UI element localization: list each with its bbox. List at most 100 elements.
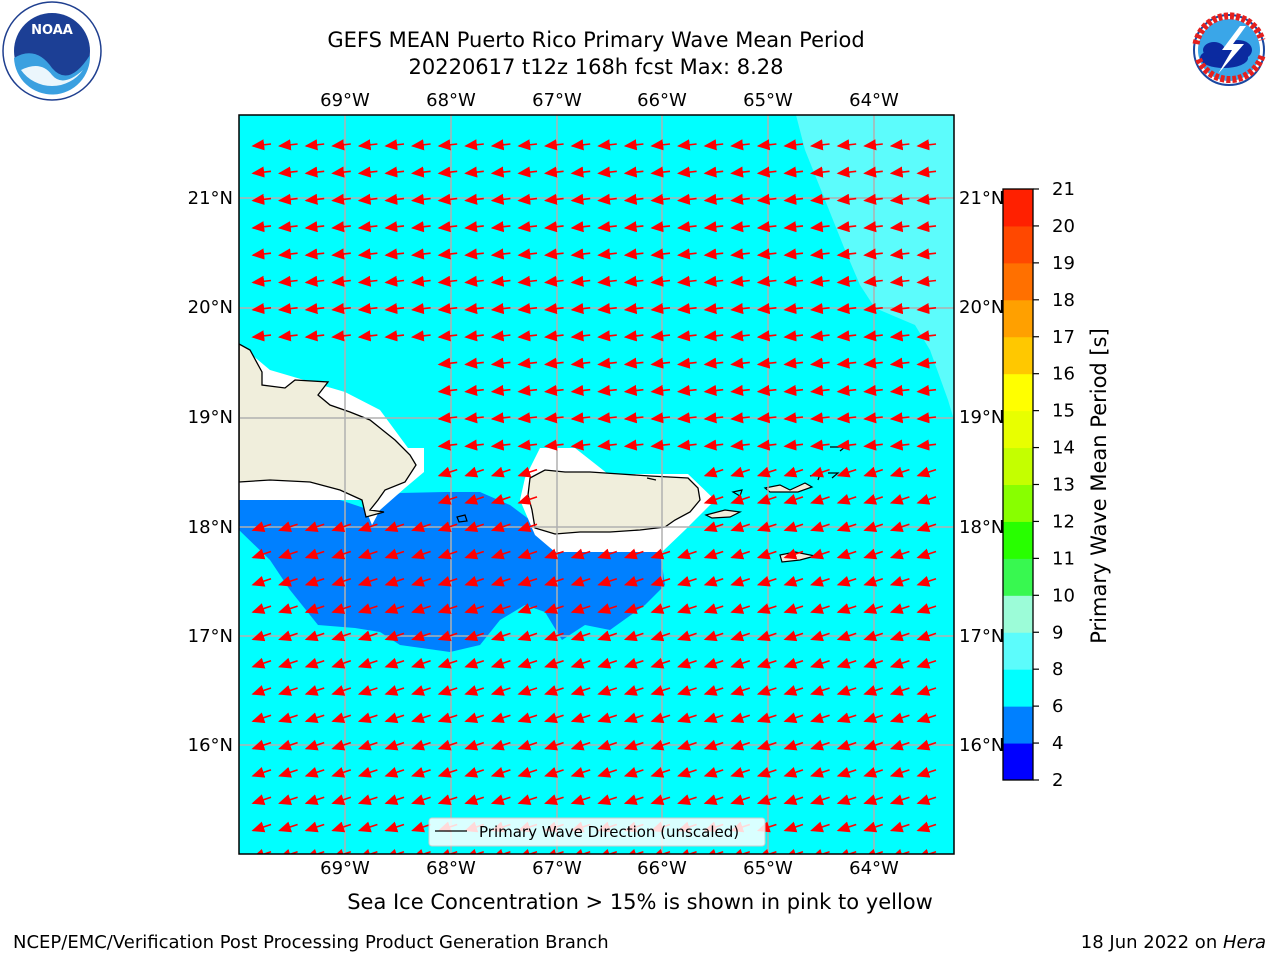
wave-arrow <box>544 739 564 751</box>
wave-arrow <box>783 330 804 342</box>
wave-arrow <box>889 848 910 854</box>
wave-arrow <box>304 575 325 587</box>
wave-arrow <box>251 275 272 287</box>
wave-arrow <box>836 821 857 833</box>
wave-arrow <box>437 275 458 287</box>
wave-arrow <box>650 767 671 778</box>
colorbar-tick-label: 11 <box>1052 548 1075 569</box>
wave-arrow <box>437 767 458 778</box>
footer-machine: Hera <box>1222 932 1266 953</box>
wave-arrow <box>517 630 538 642</box>
wave-arrow <box>889 685 910 696</box>
wave-arrow <box>517 548 538 560</box>
wave-arrow <box>251 848 272 854</box>
wave-arrow <box>490 657 511 669</box>
wave-arrow <box>411 302 431 315</box>
wave-arrow <box>810 330 830 342</box>
wave-arrow <box>863 685 884 696</box>
wave-arrow <box>889 548 910 560</box>
wave-arrow <box>889 794 910 805</box>
wave-arrow <box>810 657 830 669</box>
wave-arrow <box>490 166 511 178</box>
wave-arrow <box>730 494 751 505</box>
wave-arrow <box>889 630 910 642</box>
wave-arrow <box>916 494 937 505</box>
wave-arrow <box>490 248 511 260</box>
colorbar-label: Primary Wave Mean Period [s] <box>1087 328 1111 644</box>
wave-arrow <box>623 685 644 696</box>
wave-arrow <box>783 657 804 669</box>
wave-arrow <box>384 275 405 287</box>
wave-arrow <box>810 603 830 614</box>
lon-label-bottom-67w: 67°W <box>532 858 582 879</box>
wave-arrow <box>677 575 697 587</box>
wave-arrow <box>357 848 378 854</box>
wave-arrow <box>623 712 644 724</box>
wave-arrow <box>889 248 910 260</box>
wave-arrow <box>278 848 298 854</box>
colorbar-swatch <box>1003 189 1033 227</box>
wave-arrow <box>836 302 857 315</box>
wave-arrow <box>916 439 937 451</box>
wave-arrow <box>464 139 484 151</box>
wave-arrow <box>863 330 883 342</box>
wave-arrow <box>490 794 511 805</box>
wave-arrow <box>544 330 564 342</box>
wave-arrow <box>783 575 804 587</box>
wave-arrow <box>437 412 458 424</box>
wave-arrow <box>331 139 351 151</box>
wave-arrow <box>304 685 325 696</box>
wave-arrow <box>863 657 884 669</box>
nws-logo <box>1183 4 1275 96</box>
wave-arrow <box>251 330 272 342</box>
wave-arrow <box>730 712 751 724</box>
wave-arrow <box>304 248 325 260</box>
wave-arrow <box>703 166 724 178</box>
lon-label-bottom-66w: 66°W <box>637 858 687 879</box>
wave-arrow <box>411 575 431 587</box>
wave-arrow <box>677 302 697 315</box>
wave-arrow <box>597 548 618 560</box>
wave-arrow <box>517 384 538 397</box>
wave-arrow <box>650 657 671 669</box>
wave-arrow <box>783 548 804 560</box>
wave-arrow <box>783 521 804 532</box>
wave-arrow <box>570 330 591 342</box>
wave-arrow <box>437 575 458 587</box>
wave-arrow <box>623 575 644 587</box>
wave-arrow <box>357 685 378 696</box>
wave-arrow <box>411 821 431 833</box>
wave-arrow <box>703 330 724 342</box>
colorbar-tick-label: 14 <box>1052 438 1075 459</box>
wave-arrow <box>756 630 777 642</box>
wave-arrow <box>490 575 511 587</box>
wave-arrow <box>650 439 671 451</box>
wave-arrow <box>411 330 431 342</box>
wave-arrow <box>464 848 485 854</box>
map-panel <box>239 115 954 854</box>
wave-arrow <box>916 712 937 724</box>
wave-arrow <box>756 548 777 560</box>
wave-arrow <box>623 794 644 805</box>
wave-arrow <box>836 275 857 287</box>
wave-arrow <box>703 357 724 369</box>
wave-arrow <box>623 302 644 315</box>
wave-arrow <box>570 193 591 205</box>
wave-arrow <box>278 166 298 178</box>
lat-label-right-19n: 19°N <box>959 407 1004 428</box>
wave-arrow <box>411 767 431 778</box>
wave-arrow <box>756 739 777 751</box>
noaa-logo-text: NOAA <box>31 23 73 38</box>
wave-arrow <box>570 630 591 642</box>
wave-arrow <box>304 767 325 778</box>
wave-arrow <box>544 794 564 805</box>
wave-arrow <box>304 657 325 669</box>
wave-arrow <box>411 275 431 287</box>
wave-arrow <box>863 439 883 451</box>
wave-arrow <box>916 193 937 205</box>
wave-arrow <box>730 739 751 751</box>
wave-arrow <box>677 794 697 805</box>
wave-arrow <box>251 302 272 315</box>
wave-arrow <box>490 630 511 642</box>
wave-arrow <box>730 848 751 854</box>
